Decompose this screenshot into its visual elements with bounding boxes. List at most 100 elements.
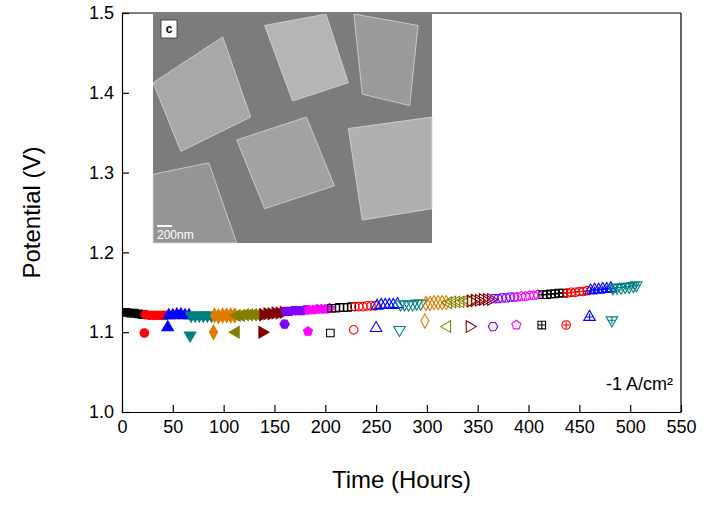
marker: [280, 320, 289, 328]
x-tick-mark: [630, 405, 631, 412]
x-tick-mark: [325, 405, 326, 412]
x-tick: 200: [311, 405, 341, 437]
x-tick-label: 100: [209, 417, 239, 437]
x-tick-mark: [376, 405, 377, 412]
scale-bar: [157, 225, 172, 227]
y-tick: 1.5: [89, 3, 129, 23]
x-tick: 250: [362, 405, 392, 437]
y-tick-label: 1.4: [89, 83, 114, 103]
x-axis: 0 50 100 150 200 250 300 350 400 450 500 550: [117, 405, 696, 437]
x-tick-label: 0: [117, 417, 127, 437]
x-tick: 350: [463, 405, 493, 437]
y-tick-mark: [122, 93, 129, 94]
annotation: -1 A/cm²: [606, 374, 673, 394]
x-tick: 500: [616, 405, 646, 437]
y-tick-mark: [122, 252, 129, 253]
x-tick-mark: [579, 405, 580, 412]
x-tick-mark: [478, 405, 479, 412]
marker: [484, 294, 494, 306]
y-axis-title: Potential (V): [18, 146, 45, 278]
marker: [562, 321, 571, 330]
x-tick-mark: [528, 405, 529, 412]
y-tick: 1.0: [89, 402, 129, 422]
marker: [384, 298, 396, 308]
series: [606, 282, 642, 327]
series: [349, 302, 379, 335]
y-tick: 1.3: [89, 163, 129, 183]
x-tick: 300: [412, 405, 442, 437]
x-tick-label: 550: [666, 417, 696, 437]
marker: [229, 326, 239, 338]
x-tick: 50: [163, 405, 183, 437]
y-axis: 1.0 1.1 1.2 1.3 1.4 1.5: [89, 3, 129, 422]
marker: [399, 301, 411, 311]
y-tick-mark: [122, 412, 129, 413]
inset: c 200nm: [153, 14, 432, 243]
y-tick: 1.4: [89, 83, 129, 103]
inset-label: c: [166, 22, 173, 36]
inset-grain: [265, 14, 349, 101]
marker: [184, 332, 196, 342]
marker: [421, 314, 429, 328]
marker: [370, 322, 382, 332]
x-axis-line: [123, 412, 682, 413]
plot-area: [122, 282, 642, 342]
x-tick-mark: [681, 405, 682, 412]
x-tick-label: 150: [260, 417, 290, 437]
chart: c 200nm 0 50 100 150 200 250 300 350 400 450 500 550 1…: [0, 0, 706, 509]
marker: [538, 321, 546, 329]
marker: [584, 310, 596, 320]
inset-grain: [354, 14, 418, 106]
frame: [680, 13, 681, 412]
marker: [162, 321, 174, 331]
x-tick-label: 250: [362, 417, 392, 437]
x-tick: 450: [565, 405, 595, 437]
marker: [371, 299, 383, 309]
y-tick-label: 1.2: [89, 243, 114, 263]
inset-grain: [237, 117, 335, 209]
marker: [512, 320, 521, 329]
x-tick-label: 50: [163, 417, 183, 437]
marker: [388, 298, 400, 308]
marker: [488, 323, 497, 331]
y-tick-label: 1.1: [89, 322, 114, 342]
x-tick-label: 450: [565, 417, 595, 437]
series: [466, 294, 497, 333]
y-tick-label: 1.5: [89, 3, 114, 23]
marker: [209, 325, 217, 339]
series: [562, 286, 592, 329]
inset-label-box: [161, 20, 177, 38]
marker: [606, 317, 618, 327]
x-axis-title: Time (Hours): [332, 466, 471, 493]
x-tick-mark: [427, 405, 428, 412]
series: [229, 309, 260, 338]
marker: [259, 326, 269, 338]
marker: [441, 321, 451, 333]
x-tick-label: 200: [311, 417, 341, 437]
marker: [304, 327, 313, 336]
marker: [411, 300, 423, 310]
series: [304, 304, 334, 336]
x-tick-label: 350: [463, 417, 493, 437]
marker: [140, 329, 149, 338]
x-tick-mark: [173, 405, 174, 412]
inset-image: [153, 14, 432, 243]
marker: [394, 326, 406, 336]
x-tick: 150: [260, 405, 290, 437]
scale-bar-label: 200nm: [157, 228, 194, 242]
x-tick: 400: [514, 405, 544, 437]
marker: [466, 321, 476, 333]
x-tick: 100: [209, 405, 239, 437]
x-tick-mark: [274, 405, 275, 412]
x-tick-label: 300: [412, 417, 442, 437]
y-tick-label: 1.3: [89, 163, 114, 183]
series: [584, 282, 617, 321]
inset-grain: [153, 163, 237, 243]
marker: [375, 298, 387, 308]
y-tick-mark: [122, 13, 129, 14]
y-tick-label: 1.0: [89, 402, 114, 422]
series: [394, 300, 427, 336]
marker: [395, 301, 407, 311]
marker: [630, 282, 642, 292]
x-tick: 550: [666, 405, 696, 437]
